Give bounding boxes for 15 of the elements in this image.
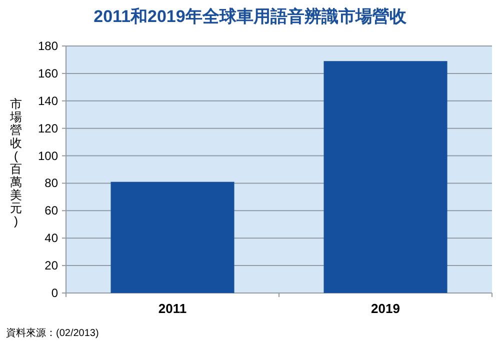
y-tick-label: 60: [44, 204, 58, 218]
text: 市場營收(百萬美元): [10, 97, 22, 228]
y-tick-label: 80: [44, 176, 58, 190]
y-tick-label: 40: [44, 231, 58, 246]
y-tick-label: 100: [38, 148, 58, 163]
y-tick-label: 140: [38, 94, 58, 108]
y-tick-label: 0: [51, 286, 58, 300]
x-tick-label: 2011: [158, 301, 187, 316]
y-tick-label: 180: [38, 39, 58, 53]
source-note: 資料來源：(02/2013): [6, 327, 99, 339]
x-tick-label: 2019: [371, 301, 400, 316]
y-tick-label: 20: [44, 258, 58, 273]
y-tick-label: 120: [38, 121, 58, 136]
y-tick-label: 160: [38, 66, 58, 80]
chart-title: 2011和2019年全球車用語音辨識市場營收: [94, 7, 408, 26]
